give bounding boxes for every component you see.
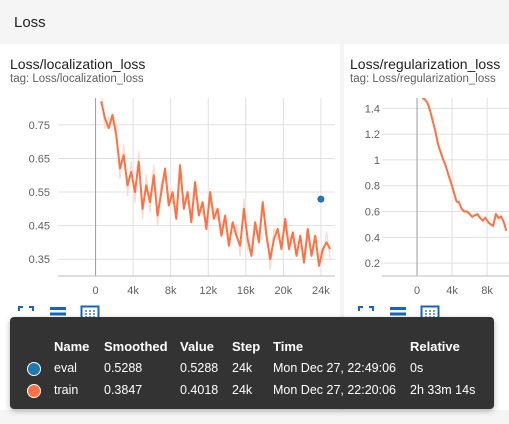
col-header-smoothed: Smoothed: [104, 339, 168, 354]
x-tick-label: 0: [92, 285, 98, 297]
hover-tooltip: Name Smoothed Value Step Time Relative e…: [10, 317, 494, 409]
y-tick-label: 0.75: [29, 120, 50, 132]
page-bottom: [0, 410, 509, 424]
y-tick-label: 1: [374, 155, 380, 167]
row-smoothed: 0.5288: [104, 361, 143, 375]
x-tick-label: 24k: [312, 285, 330, 297]
col-header-step: Step: [232, 339, 261, 354]
y-tick-label: 0.2: [365, 258, 380, 270]
x-tick-label: 4k: [127, 285, 139, 297]
x-tick-label: 8k: [481, 285, 493, 297]
train-series-line: [100, 101, 332, 267]
section-header: Loss: [0, 0, 509, 44]
y-tick-label: 1.4: [365, 103, 380, 115]
row-step: 24k: [232, 361, 253, 375]
row-time: Mon Dec 27, 22:20:06: [273, 383, 396, 397]
x-tick-label: 12k: [199, 285, 217, 297]
y-tick-label: 0.35: [29, 254, 50, 266]
x-tick-label: 16k: [237, 285, 255, 297]
fullscreen-icon[interactable]: [356, 304, 376, 324]
x-tick-label: 20k: [274, 285, 292, 297]
row-relative: 0s: [410, 361, 424, 375]
col-header-relative: Relative: [410, 339, 460, 354]
train-raw-line: [422, 98, 507, 230]
y-tick-label: 0.45: [29, 221, 50, 233]
y-tick-label: 0.4: [365, 232, 380, 244]
row-value: 0.4018: [180, 383, 219, 397]
regularization-loss-chart[interactable]: 0.2 0.4 0.6 0.8 1 1.2 1.4 0 4k 8k: [344, 44, 509, 304]
y-tick-label: 1.2: [365, 129, 380, 141]
row-name: eval: [54, 361, 77, 375]
row-relative: 2h 33m 14s: [410, 383, 476, 397]
row-step: 24k: [232, 383, 253, 397]
row-name: train: [54, 383, 79, 397]
card-title: Loss/regularization_loss: [350, 56, 501, 72]
series-color-dot: [27, 384, 41, 398]
x-tick-label: 8k: [165, 285, 177, 297]
row-smoothed: 0.3847: [104, 383, 143, 397]
row-value: 0.5288: [180, 361, 219, 375]
series-color-dot: [27, 362, 41, 376]
x-tick-label: 4k: [446, 285, 458, 297]
col-header-name: Name: [54, 339, 90, 354]
row-time: Mon Dec 27, 22:49:06: [273, 361, 396, 375]
col-header-value: Value: [180, 339, 214, 354]
y-tick-label: 0.6: [365, 207, 380, 219]
eval-point: [317, 195, 325, 203]
train-series-line: [421, 98, 508, 232]
col-header-time: Time: [273, 339, 304, 354]
card-title: Loss/localization_loss: [10, 56, 146, 72]
y-tick-label: 0.8: [365, 181, 380, 193]
card-tag: tag: Loss/localization_loss: [10, 73, 144, 85]
fullscreen-icon[interactable]: [16, 304, 36, 324]
y-tick-label: 0.65: [29, 153, 50, 165]
x-tick-label: 0: [414, 285, 420, 297]
localization-loss-chart[interactable]: 0.35 0.45 0.55 0.65 0.75 0 4k 8k 12k 16k 20k 24k: [0, 44, 340, 304]
card-tag: tag: Loss/regularization_loss: [350, 73, 496, 85]
y-tick-label: 0.55: [29, 187, 50, 199]
section-title: Loss: [14, 14, 46, 31]
